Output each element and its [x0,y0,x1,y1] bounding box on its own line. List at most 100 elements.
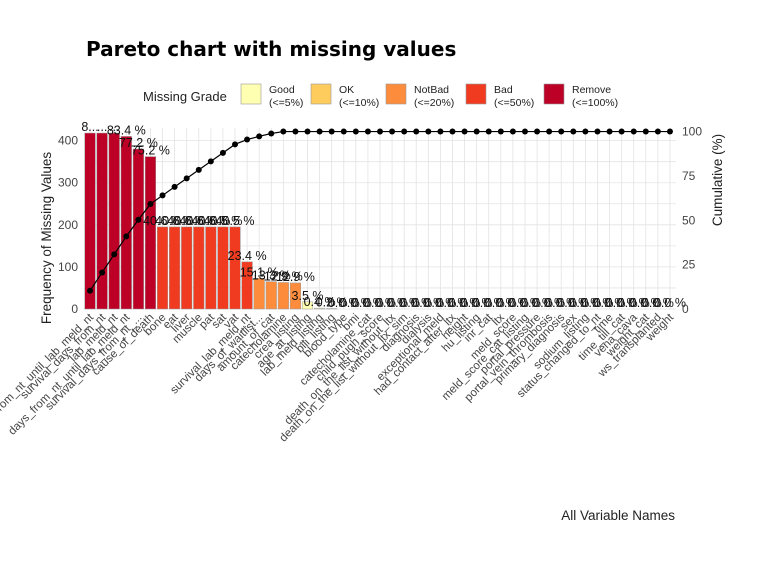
bar-pat [205,226,217,310]
bar-value-label: 0.0 % [473,296,505,310]
bars [84,132,338,310]
bar-value-label: 0.0 % [509,296,541,310]
bar-value-label: 0.4 % [304,295,336,309]
bar-value-label: 0.0 % [545,296,577,310]
cumulative-point [147,200,154,207]
legend-swatch [385,83,407,105]
cumulative-point [195,166,202,173]
bar-value-label: 8... [81,120,98,134]
bar-value-label: 0.0 % [594,296,626,310]
cumulative-point [606,128,613,135]
cumulative-point [304,128,311,135]
bar-age-at-listing [301,301,314,310]
bar-survival-days-from-nt- [132,148,144,310]
bar-labels: 8...... ...83.4 %77.2 %75.2 %40.6 %40.6 %… [81,120,686,310]
cumulative-point [352,128,359,135]
legend-item-good: Good(<=5%) [240,83,303,109]
y-tick-label: 300 [58,176,78,190]
cumulative-point [521,128,528,135]
cumulative-point [449,128,456,135]
cumulative-point [485,128,492,135]
cumulative-point [582,128,589,135]
bar-value-label: 0.0 % [630,296,662,310]
cumulative-point [316,128,323,135]
legend-label: Good [269,84,295,96]
cumulative-point [328,128,335,135]
bar-value-label: ... [97,120,107,134]
bar-value-label: 0.2 % [316,296,348,310]
bar-sat [217,226,229,310]
cumulative-point [570,128,577,135]
x-axis-title: All Variable Names [561,508,675,523]
cumulative-point [666,128,673,135]
legend-item-remove: Remove(<=100%) [543,83,618,109]
bar-liver [181,226,193,310]
bar-value-label: 0.0 % [412,296,444,310]
cumulative-point [473,128,480,135]
bar-value-label: 0.0 % [654,296,686,310]
bar-value-label: 40.6 % [143,214,182,228]
cumulative-point [159,192,166,199]
cumulative-point [268,130,275,137]
y2-tick-label: 50 [682,213,696,227]
cumulative-point [111,251,118,258]
bar-cause-of-death [144,156,157,310]
legend-range: (<=100%) [572,97,618,109]
bar-vat [229,226,241,310]
y-tick-label: 400 [58,134,78,148]
bar-value-label: 0.0 % [364,296,396,310]
cumulative-point [87,287,94,294]
bar-value-label: 40.5 % [216,214,255,228]
legend-swatch [465,83,487,105]
cumulative-point [256,133,263,140]
cumulative-point [594,128,601,135]
bar-eat [169,226,181,310]
cumulative-point [232,141,239,148]
cumulative-point [135,216,142,223]
bar-lab-meld-nt [108,132,120,310]
bar-value-label: 0.0 % [376,296,408,310]
bar-value-label: 23.4 % [228,249,267,263]
cumulative-point [280,128,287,135]
cumulative-point [654,128,661,135]
legend-range: (<=20%) [414,97,454,109]
bar-value-label: 0.0 % [449,296,481,310]
legend-range: (<=50%) [494,97,534,109]
bar-value-label: 0.0 % [557,296,589,310]
legend-range: (<=10%) [339,97,379,109]
cumulative-point [340,128,347,135]
legend: Missing Grade Good(<=5%)OK(<=10%)NotBad(… [143,83,618,109]
bar-value-label: 0.0 % [606,296,638,310]
bar--from-nt-until-lab-meld-nt [84,132,96,310]
cumulative-point [497,128,504,135]
bar-value-label: 0.0 % [533,296,565,310]
bar-days-of-waitlist- [253,278,265,310]
bar-amount-of-cat [265,281,277,310]
legend-label: NotBad [414,84,449,96]
bar-value-label: 40.5 % [203,214,242,228]
bar-catecholamine [277,282,289,310]
bar-value-label: 0.0 % [497,296,529,310]
y-axis-right: 0 25 50 75 100 [682,125,702,316]
bar-value-label: ... [109,120,119,134]
bar-survival-lab-meld-nt [241,261,253,310]
bar-value-label: 40.6 % [179,214,218,228]
legend-item-bad: Bad(<=50%) [465,83,534,109]
legend-label: OK [339,84,354,96]
bar-value-label: 0.0 % [424,296,456,310]
legend-range: (<=5%) [269,97,303,109]
bar-crea-listing [289,282,301,310]
cumulative-point [546,128,553,135]
bar-value-label: 77.2 % [119,136,158,150]
bar-days-from-nt-until-lab-meld-nt [120,136,132,310]
y2-tick-label: 25 [682,258,696,272]
cumulative-point [389,128,396,135]
bar-value-label: 3.5 % [292,289,324,303]
bar-value-label: 40.6 % [167,214,206,228]
bar-value-label: 0.0 % [461,296,493,310]
x-axis: ..._from_nt_until_lab_meld_ntsurvival_da… [0,311,677,444]
cumulative-line [87,128,673,294]
bar-value-label: 0.0 % [521,296,553,310]
bar-value-label: 0.0 % [437,296,469,310]
cumulative-point [183,175,190,182]
